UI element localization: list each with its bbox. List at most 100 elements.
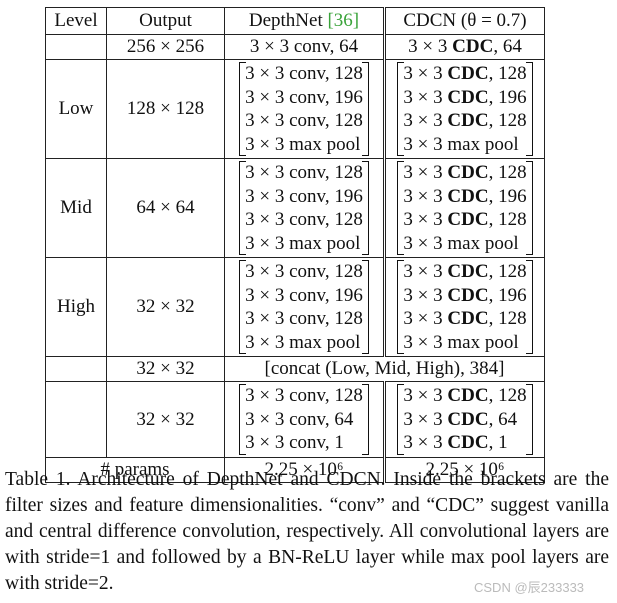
block-level: Mid bbox=[45, 158, 107, 258]
stem-level bbox=[45, 34, 107, 60]
depthnet-bracket: 3 × 3 conv, 128 3 × 3 conv, 64 3 × 3 conv,… bbox=[239, 384, 369, 455]
concat-output: 32 × 32 bbox=[106, 356, 225, 382]
cdcn-line-bold: CDC bbox=[447, 185, 489, 207]
cdcn-line-bold: CDC bbox=[447, 86, 489, 108]
header-depthnet: DepthNet [36] bbox=[224, 7, 386, 35]
header-depthnet-label: DepthNet bbox=[248, 10, 323, 32]
cdcn-bracket: 3 × 3 CDC, 128 3 × 3 CDC, 64 3 × 3 CDC, 1 bbox=[397, 384, 533, 455]
cdcn-line-prefix: 3 × 3 max pool bbox=[403, 133, 519, 155]
concat-text: [concat (Low, Mid, High), 384] bbox=[224, 356, 545, 382]
cdcn-bracket: 3 × 3 CDC, 128 3 × 3 CDC, 196 3 × 3 CDC, 1… bbox=[397, 260, 533, 355]
header-output: Output bbox=[106, 7, 225, 35]
head-row: 32 × 32 3 × 3 conv, 128 3 × 3 conv, 64 3 × … bbox=[45, 381, 545, 458]
depthnet-line: 3 × 3 conv, 196 bbox=[245, 86, 363, 108]
watermark: CSDN @辰233333 bbox=[474, 580, 585, 595]
cdcn-line-prefix: 3 × 3 bbox=[403, 408, 448, 430]
block-cdcn: 3 × 3 CDC, 128 3 × 3 CDC, 196 3 × 3 CDC, 1… bbox=[384, 158, 545, 258]
cdcn-line-suffix: , 64 bbox=[488, 408, 518, 430]
cdcn-line-suffix: , 128 bbox=[488, 261, 527, 282]
cdcn-line-suffix: , 128 bbox=[488, 162, 527, 183]
depthnet-line: 3 × 3 conv, 128 bbox=[245, 261, 363, 282]
header-cdcn: CDCN (θ = 0.7) bbox=[384, 7, 545, 35]
architecture-table: Level Output DepthNet [36] CDCN (θ = 0.7… bbox=[45, 7, 545, 483]
cdcn-line: 3 × 3 CDC, 128 bbox=[403, 260, 526, 284]
cdcn-line-bold: CDC bbox=[447, 209, 489, 230]
stem-cdcn-prefix: 3 × 3 bbox=[408, 36, 453, 58]
cdcn-line-suffix: , 196 bbox=[488, 185, 527, 207]
block-level: High bbox=[45, 257, 107, 357]
block-depthnet: 3 × 3 conv, 128 3 × 3 conv, 196 3 × 3 conv… bbox=[224, 158, 386, 258]
cdcn-line-bold: CDC bbox=[447, 110, 489, 131]
cdcn-line-suffix: , 128 bbox=[488, 308, 527, 329]
cdcn-line-suffix: , 128 bbox=[488, 385, 527, 406]
cdcn-line-prefix: 3 × 3 bbox=[403, 185, 448, 207]
cdcn-bracket: 3 × 3 CDC, 128 3 × 3 CDC, 196 3 × 3 CDC, 1… bbox=[397, 161, 533, 256]
cdcn-line: 3 × 3 CDC, 128 bbox=[403, 161, 526, 185]
cdcn-line-prefix: 3 × 3 bbox=[403, 110, 448, 131]
header-level: Level bbox=[45, 7, 107, 35]
head-cdcn: 3 × 3 CDC, 128 3 × 3 CDC, 64 3 × 3 CDC, 1 bbox=[384, 381, 545, 458]
cdcn-line-bold: CDC bbox=[447, 162, 489, 183]
cdcn-line: 3 × 3 CDC, 128 bbox=[403, 62, 526, 86]
head-depthnet: 3 × 3 conv, 128 3 × 3 conv, 64 3 × 3 conv,… bbox=[224, 381, 386, 458]
cdcn-line-prefix: 3 × 3 max pool bbox=[403, 331, 519, 353]
cdcn-line-bold: CDC bbox=[447, 261, 489, 282]
cdcn-line-bold: CDC bbox=[447, 432, 489, 453]
cdcn-line: 3 × 3 CDC, 128 bbox=[403, 307, 526, 331]
cdcn-line-bold: CDC bbox=[447, 308, 489, 329]
cdcn-line: 3 × 3 max pool bbox=[403, 133, 526, 157]
depthnet-bracket: 3 × 3 conv, 128 3 × 3 conv, 196 3 × 3 conv… bbox=[239, 161, 369, 255]
cdcn-line: 3 × 3 CDC, 196 bbox=[403, 284, 526, 308]
cdcn-line-prefix: 3 × 3 bbox=[403, 284, 448, 306]
stem-depthnet: 3 × 3 conv, 64 bbox=[224, 34, 386, 60]
cdcn-line-prefix: 3 × 3 bbox=[403, 432, 448, 453]
cdcn-line-suffix: , 1 bbox=[488, 432, 508, 453]
block-level: Low bbox=[45, 59, 107, 159]
cdcn-line-prefix: 3 × 3 bbox=[403, 308, 448, 329]
cdcn-line: 3 × 3 CDC, 128 bbox=[403, 208, 526, 232]
cdcn-line-prefix: 3 × 3 max pool bbox=[403, 232, 519, 254]
cdcn-line-suffix: , 128 bbox=[488, 209, 527, 230]
params-row: # params 2.25 × 10⁶ 2.25 × 10⁶ bbox=[45, 456, 545, 483]
cdcn-line: 3 × 3 CDC, 128 bbox=[403, 384, 526, 408]
depthnet-line: 3 × 3 conv, 1 bbox=[245, 432, 344, 453]
stem-cdcn-suffix: , 64 bbox=[493, 36, 522, 58]
head-output: 32 × 32 bbox=[106, 381, 225, 458]
depthnet-line: 3 × 3 conv, 196 bbox=[245, 284, 363, 306]
stem-row: 256 × 256 3 × 3 conv, 64 3 × 3 CDC, 64 bbox=[45, 34, 545, 60]
concat-level bbox=[45, 356, 107, 382]
depthnet-line: 3 × 3 conv, 196 bbox=[245, 185, 363, 207]
cdcn-line-prefix: 3 × 3 bbox=[403, 261, 448, 282]
cdcn-line-bold: CDC bbox=[447, 385, 489, 406]
depthnet-line: 3 × 3 conv, 64 bbox=[245, 408, 354, 430]
depthnet-line: 3 × 3 max pool bbox=[245, 232, 361, 254]
depthnet-line: 3 × 3 conv, 128 bbox=[245, 209, 363, 230]
concat-row: 32 × 32 [concat (Low, Mid, High), 384] bbox=[45, 356, 545, 382]
cdcn-line-prefix: 3 × 3 bbox=[403, 162, 448, 183]
cdcn-line-suffix: , 196 bbox=[488, 284, 527, 306]
cdcn-line: 3 × 3 CDC, 64 bbox=[403, 408, 526, 432]
depthnet-line: 3 × 3 max pool bbox=[245, 133, 361, 155]
stem-output: 256 × 256 bbox=[106, 34, 225, 60]
cdcn-bracket: 3 × 3 CDC, 128 3 × 3 CDC, 196 3 × 3 CDC, 1… bbox=[397, 62, 533, 157]
cdcn-line-prefix: 3 × 3 bbox=[403, 86, 448, 108]
depthnet-line: 3 × 3 conv, 128 bbox=[245, 110, 363, 131]
block-cdcn: 3 × 3 CDC, 128 3 × 3 CDC, 196 3 × 3 CDC, 1… bbox=[384, 59, 545, 159]
block-row-low: Low 128 × 128 3 × 3 conv, 128 3 × 3 conv, 1… bbox=[45, 59, 545, 159]
cdcn-line-bold: CDC bbox=[447, 408, 489, 430]
cdcn-line-prefix: 3 × 3 bbox=[403, 209, 448, 230]
cdcn-line-bold: CDC bbox=[447, 63, 489, 84]
params-depthnet: 2.25 × 10⁶ bbox=[224, 456, 386, 483]
cdcn-line: 3 × 3 max pool bbox=[403, 232, 526, 256]
block-row-mid: Mid 64 × 64 3 × 3 conv, 128 3 × 3 conv, 196… bbox=[45, 158, 545, 258]
params-cdcn: 2.25 × 10⁶ bbox=[384, 456, 545, 483]
cdcn-line: 3 × 3 max pool bbox=[403, 331, 526, 355]
cdcn-line-suffix: , 128 bbox=[488, 63, 527, 84]
depthnet-citation-link[interactable]: [36] bbox=[327, 10, 360, 32]
stem-cdcn-bold: CDC bbox=[452, 36, 494, 58]
head-level bbox=[45, 381, 107, 458]
block-depthnet: 3 × 3 conv, 128 3 × 3 conv, 196 3 × 3 conv… bbox=[224, 59, 386, 159]
block-output: 128 × 128 bbox=[106, 59, 225, 159]
depthnet-line: 3 × 3 max pool bbox=[245, 331, 361, 353]
cdcn-line-prefix: 3 × 3 bbox=[403, 385, 448, 406]
